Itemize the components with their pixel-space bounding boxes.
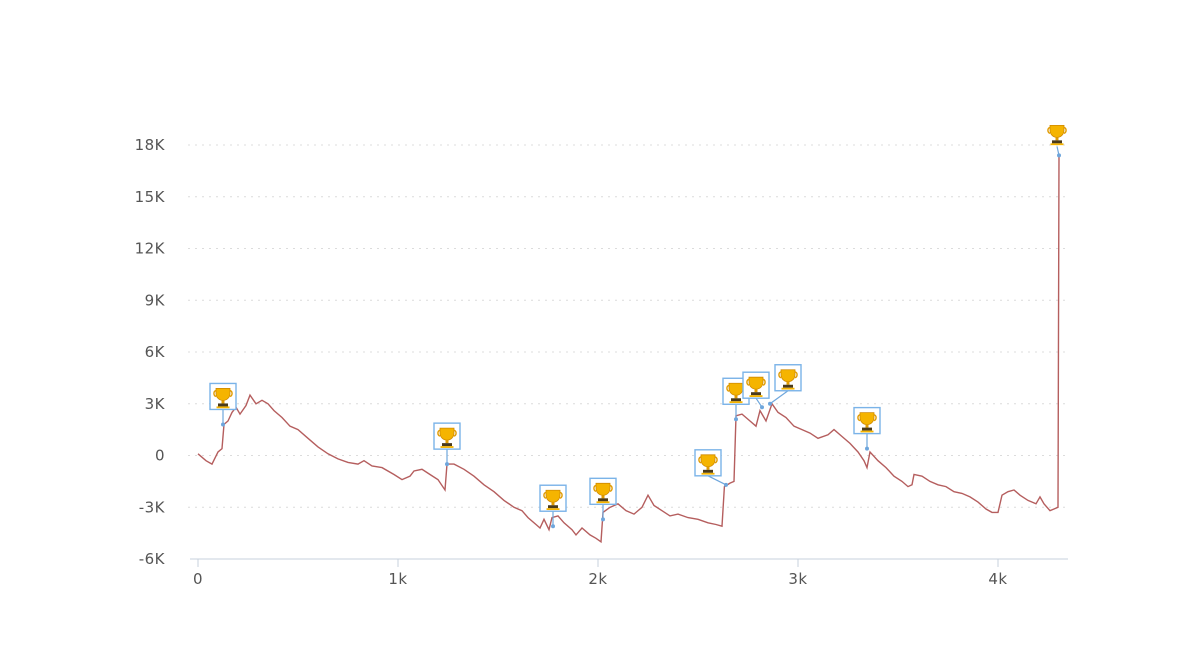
marker-anchor-dot <box>724 482 728 487</box>
y-tick-label: 15K <box>135 188 166 206</box>
trophy-icon <box>213 388 233 409</box>
trophy-marker[interactable] <box>768 364 802 406</box>
marker-anchor-dot <box>760 405 764 410</box>
x-tick-label: 1k <box>388 570 407 588</box>
marker-anchor-dot <box>1057 153 1061 158</box>
x-tick-label: 0 <box>193 570 203 588</box>
y-tick-label: 9K <box>145 291 166 309</box>
x-tick-label: 2k <box>588 570 607 588</box>
y-tick-label: -6K <box>139 550 166 568</box>
trophy-marker[interactable] <box>209 382 237 427</box>
marker-frame <box>589 477 617 506</box>
trophy-marker[interactable] <box>742 371 770 410</box>
trophy-icon <box>778 369 798 390</box>
marker-anchor-dot <box>445 462 449 467</box>
marker-anchor-dot <box>865 446 869 451</box>
trophy-icon <box>857 412 877 433</box>
axes: -6K -3K 0 3K 6K 9K 12K 15K 18K 0 1k 2k 3k 4k <box>135 136 1068 588</box>
equity-series-line <box>197 155 1060 544</box>
x-tick-label: 4k <box>988 570 1007 588</box>
marker-anchor-dot <box>601 517 605 522</box>
marker-anchor-dot <box>551 524 555 529</box>
marker-anchor-dot <box>221 422 225 427</box>
trophy-marker[interactable] <box>1047 124 1067 158</box>
series-layer <box>197 155 1060 544</box>
y-tick-label: 18K <box>135 136 166 154</box>
y-tick-label: 0 <box>155 447 165 465</box>
trophy-icon <box>698 454 718 475</box>
trophy-icon <box>437 427 457 448</box>
marker-leader-line <box>769 390 789 405</box>
y-tick-label: -3K <box>139 498 166 516</box>
trophy-marker[interactable] <box>853 406 881 451</box>
trophy-markers <box>209 124 1067 529</box>
grid-lines <box>188 144 1068 508</box>
marker-anchor-dot <box>734 417 738 422</box>
trophy-marker[interactable] <box>539 484 567 529</box>
trophy-marker[interactable] <box>694 449 728 487</box>
trophy-icon <box>543 489 563 511</box>
trophy-marker[interactable] <box>433 422 461 467</box>
y-tick-label: 3K <box>145 395 166 413</box>
marker-leader-line <box>707 475 727 486</box>
trophy-icon <box>746 376 766 397</box>
y-tick-label: 6K <box>145 343 166 361</box>
y-tick-label: 12K <box>135 240 166 258</box>
trophy-marker[interactable] <box>589 477 617 522</box>
x-tick-label: 3k <box>788 570 807 588</box>
trophy-icon <box>593 482 613 504</box>
marker-anchor-dot <box>768 401 772 406</box>
trophy-icon <box>1047 124 1067 146</box>
